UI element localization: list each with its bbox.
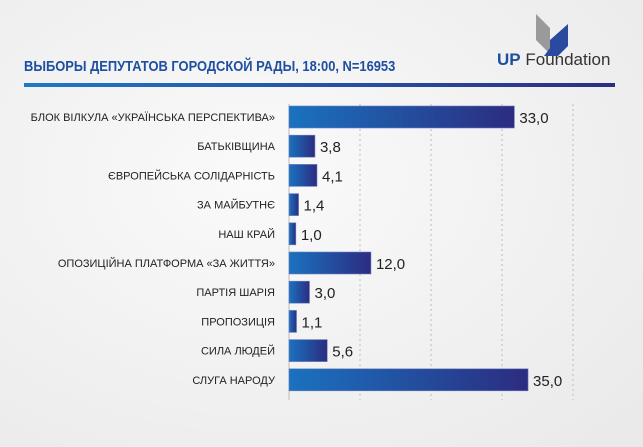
category-label: СЛУГА НАРОДУ (192, 375, 276, 387)
value-label: 1,0 (301, 227, 322, 244)
bar (288, 164, 318, 187)
bar (288, 105, 515, 129)
bar (288, 310, 297, 333)
bar (288, 193, 299, 216)
bar (288, 280, 310, 304)
bar (288, 251, 372, 275)
value-label: 4,1 (322, 168, 343, 185)
category-label: ПАРТІЯ ШАРІЯ (196, 287, 275, 299)
category-label: ЄВРОПЕЙСЬКА СОЛІДАРНІСТЬ (108, 169, 275, 182)
value-label: 12,0 (376, 256, 405, 273)
brand-rest: Foundation (525, 50, 611, 69)
value-label: 3,8 (320, 139, 341, 156)
value-label: 1,4 (304, 198, 325, 215)
category-label: СИЛА ЛЮДЕЙ (201, 345, 275, 358)
chart-title: ВЫБОРЫ ДЕПУТАТОВ ГОРОДСКОЙ РАДЫ, 18:00, … (24, 58, 396, 75)
category-label: ОПОЗИЦІЙНА ПЛАТФОРМА «ЗА ЖИТТЯ» (58, 257, 275, 270)
category-label: ЗА МАЙБУТНЄ (197, 199, 275, 212)
title-underline (24, 83, 615, 87)
bar (288, 368, 529, 392)
value-label: 5,6 (332, 344, 353, 361)
value-label: 3,0 (314, 285, 335, 302)
bar (288, 222, 297, 246)
category-label: НАШ КРАЙ (218, 228, 275, 241)
up-foundation-logo-icon (536, 14, 568, 56)
brand-name: UP Foundation (497, 50, 610, 70)
category-label: БЛОК ВІЛКУЛА «УКРАЇНСЬКА ПЕРСПЕКТИВА» (31, 112, 275, 124)
bar (288, 339, 328, 362)
brand-strong: UP (497, 50, 521, 69)
bar (288, 134, 316, 158)
category-label: ПРОПОЗИЦІЯ (201, 316, 275, 328)
value-label: 1,1 (302, 314, 323, 331)
value-label: 35,0 (533, 373, 562, 390)
value-label: 33,0 (519, 110, 548, 127)
category-label: БАТЬКІВЩИНА (197, 141, 275, 153)
